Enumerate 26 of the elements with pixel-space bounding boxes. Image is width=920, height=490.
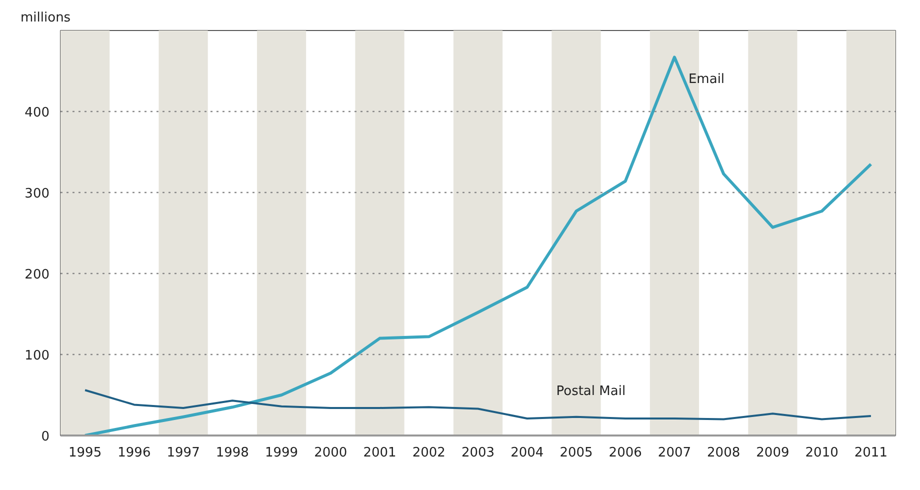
y-tick-label: 100 xyxy=(24,348,50,364)
series-label: Postal Mail xyxy=(556,384,626,399)
x-tick-label: 2003 xyxy=(461,446,495,460)
y-tick-label: 0 xyxy=(41,430,50,444)
x-tick-label: 2001 xyxy=(363,446,396,460)
x-tick-label: 1995 xyxy=(68,446,102,460)
x-tick-label: 1996 xyxy=(118,446,151,460)
line-series xyxy=(84,56,872,436)
y-tick-label: 200 xyxy=(24,268,50,282)
y-axis-title: millions xyxy=(20,10,71,26)
x-tick-label: 2000 xyxy=(314,446,348,460)
x-tick-label: 2008 xyxy=(707,446,740,460)
series-label: Email xyxy=(688,72,725,88)
y-tick-label: 300 xyxy=(24,186,50,202)
x-tick-label: 2009 xyxy=(756,446,790,460)
x-tick-label: 2002 xyxy=(412,446,446,460)
x-tick-label: 1997 xyxy=(166,446,200,460)
x-tick-label: 2006 xyxy=(608,446,642,460)
x-tick-label: 1998 xyxy=(216,446,249,460)
x-tick-label: 1999 xyxy=(264,446,298,460)
x-tick-label: 2011 xyxy=(854,446,888,460)
x-tick-label: 2005 xyxy=(560,446,593,460)
x-tick-label: 2010 xyxy=(805,446,838,460)
x-tick-label: 2004 xyxy=(510,446,544,460)
x-tick-label: 2007 xyxy=(658,446,692,460)
y-tick-label: 400 xyxy=(24,106,50,120)
